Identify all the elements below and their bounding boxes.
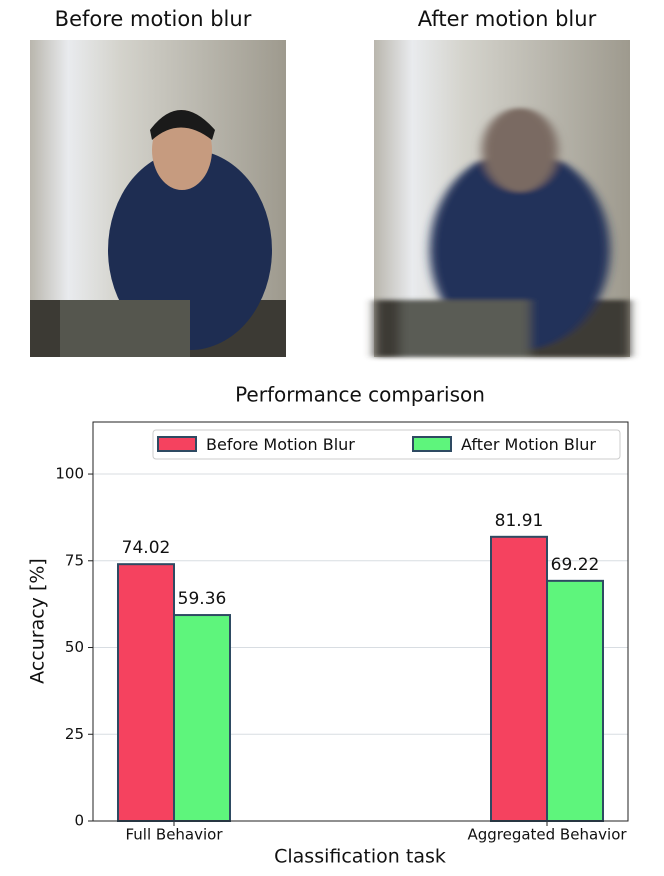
chart-title: Performance comparison [235,383,485,407]
y-tick-label: 25 [65,725,84,743]
y-axis-label: Accuracy [%] [27,558,49,684]
bar [173,614,231,823]
photo-after [374,40,630,357]
data-label: 74.02 [122,538,171,558]
data-label: 81.91 [495,511,544,531]
bar [117,563,175,823]
x-axis-label: Classification task [274,846,446,868]
legend-label: After Motion Blur [461,435,596,454]
y-tick-label: 100 [55,465,84,483]
panel-title: After motion blur [418,7,597,31]
photo-before [30,40,286,357]
bar [490,535,548,822]
data-label: 59.36 [178,589,227,609]
x-tick-label: Full Behavior [125,826,223,844]
legend-label: Before Motion Blur [206,435,355,454]
bar [546,579,604,822]
x-tick-label: Aggregated Behavior [467,826,627,844]
y-tick-label: 50 [65,638,84,656]
y-tick-label: 0 [74,812,84,830]
legend-box [152,429,621,460]
y-tick-label: 75 [65,551,84,569]
data-label: 69.22 [551,555,600,575]
axes-frame [92,421,629,822]
panel-title: Before motion blur [55,7,252,31]
legend-swatch [412,436,452,452]
legend-swatch [157,436,197,452]
